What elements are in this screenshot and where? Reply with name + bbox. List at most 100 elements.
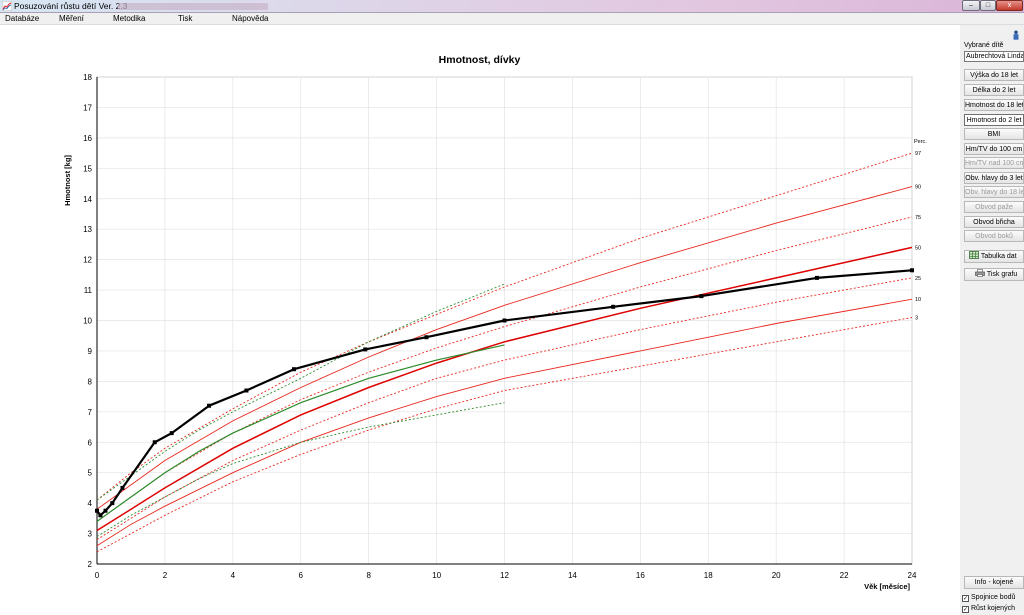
checkbox-connect-points[interactable]: ✓ Spojnice bodů <box>962 593 1015 602</box>
y-tick-label: 3 <box>88 530 93 539</box>
menu-mereni[interactable]: Měření <box>59 14 84 23</box>
y-tick-label: 9 <box>88 347 93 356</box>
child-data-point <box>814 275 819 280</box>
percentile-curve-90 <box>96 186 913 510</box>
menu-tisk[interactable]: Tisk <box>178 14 193 23</box>
child-data-point <box>611 304 616 309</box>
panel-button-9[interactable]: Obvod paže <box>964 201 1024 213</box>
child-data-point <box>502 318 507 323</box>
child-data-point <box>103 508 108 513</box>
percentile-label: 3 <box>915 315 918 321</box>
y-tick-label: 14 <box>83 195 92 204</box>
percentile-label: 75 <box>915 215 921 221</box>
x-tick-label: 18 <box>704 571 713 580</box>
table-data-button[interactable]: Tabulka dat <box>964 250 1024 263</box>
panel-button-1[interactable]: Délka do 2 let <box>964 84 1024 96</box>
table-icon <box>969 251 979 259</box>
percentile-header: Perc. <box>914 139 927 145</box>
percentile-label: 25 <box>915 276 921 282</box>
checkbox-breastfed-growth-label: Růst kojených <box>971 605 1015 612</box>
x-tick-label: 8 <box>366 571 371 580</box>
y-tick-label: 15 <box>83 164 92 173</box>
info-breastfed-button[interactable]: Info - kojené <box>964 576 1024 589</box>
child-data-point <box>291 367 296 372</box>
x-tick-label: 14 <box>568 571 577 580</box>
breastfed-curve-1 <box>96 344 505 522</box>
percentile-curve-10 <box>96 298 913 547</box>
child-data-point <box>424 335 429 340</box>
panel-button-5[interactable]: Hm/TV do 100 cm <box>964 143 1024 155</box>
y-tick-label: 18 <box>83 73 92 82</box>
child-data-point <box>152 440 157 445</box>
panel-button-0[interactable]: Výška do 18 let <box>964 69 1024 81</box>
menu-databaze[interactable]: Databáze <box>5 14 40 23</box>
percentile-label: 97 <box>915 151 921 157</box>
selected-child-label: Vybrané dítě <box>964 42 1004 49</box>
x-tick-label: 16 <box>636 571 645 580</box>
y-tick-label: 8 <box>88 377 93 386</box>
panel-button-7[interactable]: Obv. hlavy do 3 let <box>964 172 1024 184</box>
menu-bar: Databáze Měření Metodika Tisk Nápověda <box>0 13 1024 25</box>
child-data-point <box>910 268 914 273</box>
percentile-label: 90 <box>915 185 921 191</box>
y-axis-label: Hmotnost [kg] <box>63 155 72 206</box>
y-tick-label: 12 <box>83 256 92 265</box>
x-tick-label: 0 <box>95 571 100 580</box>
x-tick-label: 10 <box>432 571 441 580</box>
minimize-button[interactable]: – <box>962 0 980 11</box>
child-data-point <box>169 431 174 436</box>
x-tick-label: 2 <box>163 571 168 580</box>
x-tick-label: 6 <box>299 571 304 580</box>
y-tick-label: 13 <box>83 225 92 234</box>
y-tick-label: 7 <box>88 408 93 417</box>
panel-button-10[interactable]: Obvod břicha <box>964 216 1024 228</box>
y-tick-label: 10 <box>83 317 92 326</box>
child-data-point <box>244 388 249 393</box>
panel-button-4[interactable]: BMI <box>964 128 1024 140</box>
panel-button-2[interactable]: Hmotnost do 18 let <box>964 99 1024 111</box>
window-title-blurred <box>118 3 268 10</box>
chart-title: Hmotnost, dívky <box>439 54 521 66</box>
checkbox-breastfed-growth-box[interactable]: ✓ <box>962 606 969 613</box>
panel-button-3[interactable]: Hmotnost do 2 let <box>964 114 1024 126</box>
y-tick-label: 11 <box>84 286 93 295</box>
child-data-point <box>120 485 125 490</box>
title-bar: Posuzování růstu dětí Ver. 2.3 – □ x <box>0 0 1024 13</box>
x-tick-label: 4 <box>231 571 236 580</box>
selected-child-field[interactable]: Aubrechtová Linda <box>964 51 1024 62</box>
x-tick-label: 22 <box>840 571 849 580</box>
x-tick-label: 20 <box>772 571 781 580</box>
child-data-point <box>699 294 704 299</box>
percentile-label: 10 <box>915 297 921 303</box>
app-icon <box>2 1 12 11</box>
x-tick-label: 12 <box>500 571 509 580</box>
percentile-label: 50 <box>915 245 921 251</box>
child-data-point <box>207 403 212 408</box>
percentile-curve-25 <box>96 277 913 540</box>
y-tick-label: 6 <box>88 438 93 447</box>
panel-button-8[interactable]: Obv. hlavy do 18 let <box>964 186 1024 198</box>
close-button[interactable]: x <box>996 0 1023 11</box>
maximize-button[interactable]: □ <box>980 0 996 11</box>
panel-button-6[interactable]: Hm/TV nad 100 cm <box>964 157 1024 169</box>
x-axis-label: Věk [měsíce] <box>864 582 910 591</box>
print-chart-label: Tisk grafu <box>986 271 1018 278</box>
checkbox-connect-points-box[interactable]: ✓ <box>962 595 969 602</box>
y-tick-label: 2 <box>88 560 93 569</box>
child-data-point <box>98 513 103 518</box>
percentile-curve-3 <box>96 317 913 553</box>
child-data-point <box>110 501 115 506</box>
window-title: Posuzování růstu dětí Ver. 2.3 <box>14 1 128 11</box>
checkbox-breastfed-growth[interactable]: ✓ Růst kojených <box>962 604 1015 613</box>
growth-chart-svg: 0 2 4 6 8 10 12 14 16 18 20 22 242345678910111213141… <box>63 54 927 591</box>
child-icon <box>1013 30 1019 40</box>
print-chart-button[interactable]: Tisk grafu <box>964 268 1024 281</box>
y-tick-label: 4 <box>88 499 93 508</box>
breastfed-curve-0 <box>96 283 505 501</box>
panel-button-11[interactable]: Obvod boků <box>964 230 1024 242</box>
menu-metodika[interactable]: Metodika <box>113 14 146 23</box>
y-tick-label: 5 <box>88 469 93 478</box>
table-data-label: Tabulka dat <box>980 253 1017 260</box>
menu-napoveda[interactable]: Nápověda <box>232 14 269 23</box>
child-data-point <box>95 508 99 513</box>
